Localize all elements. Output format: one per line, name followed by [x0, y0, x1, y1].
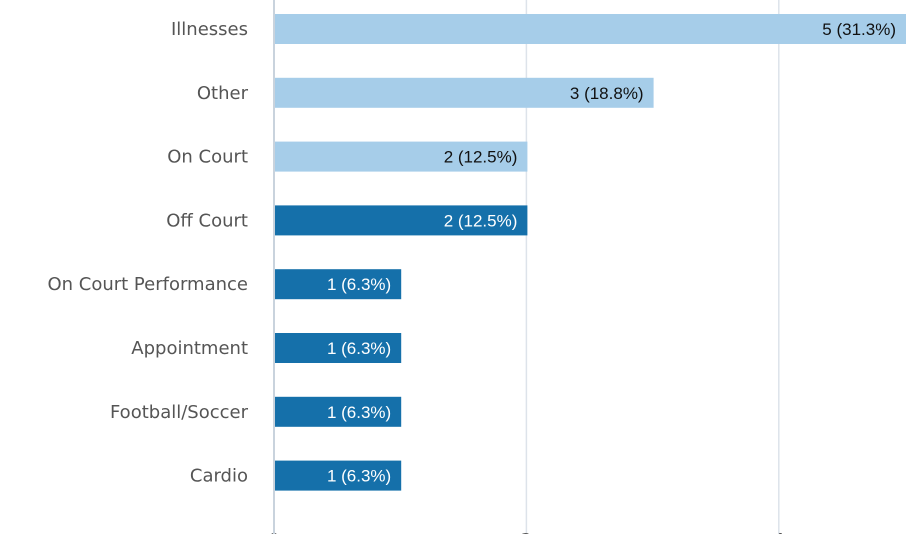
category-label: Off Court: [166, 210, 248, 231]
bar: [275, 396, 402, 427]
data-label: 1 (6.3%): [327, 403, 391, 422]
bar: [275, 14, 906, 44]
category-label: Other: [197, 83, 249, 104]
category-label: Appointment: [131, 338, 248, 359]
data-label: 1 (6.3%): [327, 467, 391, 486]
category-label: Cardio: [190, 466, 248, 487]
bar: [275, 333, 402, 363]
data-label: 2 (12.5%): [444, 211, 518, 230]
category-label: On Court Performance: [47, 274, 248, 295]
bar: [275, 141, 528, 172]
bar: [275, 77, 654, 108]
data-label: 1 (6.3%): [327, 275, 391, 294]
axis: 024: [268, 0, 785, 534]
category-label: On Court: [167, 147, 248, 168]
category-label: Football/Soccer: [110, 402, 249, 423]
data-label: 1 (6.3%): [327, 339, 391, 358]
bar: [275, 269, 402, 300]
x-tick-label: 4: [773, 530, 784, 534]
data-label: 3 (18.8%): [570, 84, 644, 103]
x-tick-label: 2: [521, 530, 532, 534]
category-label: Illnesses: [171, 19, 248, 40]
data-label: 5 (31.3%): [822, 20, 896, 39]
bar: [275, 205, 528, 236]
bars: Illnesses 5 (31.3%) Other 3 (18.8%) On Court…: [47, 14, 906, 491]
bar: [275, 460, 402, 491]
data-label: 2 (12.5%): [444, 148, 518, 167]
